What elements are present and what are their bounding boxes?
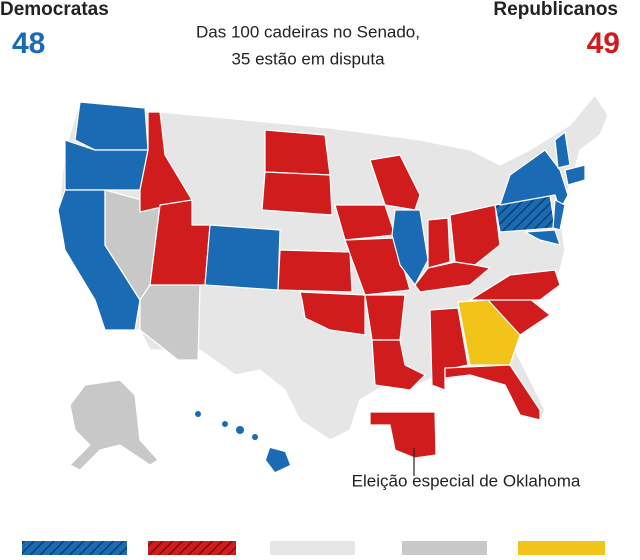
legend-swatch bbox=[148, 541, 236, 555]
subtitle: Das 100 cadeiras no Senado, bbox=[196, 22, 420, 41]
legend-swatch bbox=[270, 541, 355, 555]
hawaii bbox=[195, 411, 290, 472]
state bbox=[427, 217, 451, 269]
state bbox=[469, 269, 561, 301]
annotation: Eleição especial de Oklahoma bbox=[352, 471, 581, 490]
rep-seats: 49 bbox=[587, 27, 620, 60]
subtitle: 35 estão em disputa bbox=[231, 49, 385, 68]
state bbox=[344, 237, 411, 296]
legend-swatch bbox=[518, 541, 605, 555]
state bbox=[264, 129, 331, 176]
dem-seats: 48 bbox=[12, 27, 45, 60]
state bbox=[552, 199, 566, 231]
state bbox=[554, 131, 571, 169]
state bbox=[524, 229, 561, 246]
dem-label: Democratas bbox=[0, 0, 109, 20]
oklahoma-special bbox=[369, 411, 437, 459]
state bbox=[364, 294, 406, 341]
state bbox=[414, 261, 491, 293]
state bbox=[564, 164, 586, 186]
state bbox=[204, 224, 281, 291]
legend-swatch bbox=[22, 541, 127, 555]
state bbox=[444, 364, 541, 421]
state bbox=[369, 154, 421, 211]
state bbox=[261, 171, 333, 216]
alaska bbox=[69, 379, 159, 471]
legend-swatch bbox=[402, 541, 487, 555]
state bbox=[277, 249, 353, 293]
rep-label: Republicanos bbox=[493, 0, 618, 20]
state bbox=[74, 101, 149, 151]
state bbox=[499, 149, 569, 211]
state bbox=[371, 339, 426, 391]
states bbox=[57, 94, 609, 476]
legend bbox=[22, 541, 605, 555]
state bbox=[334, 204, 396, 241]
state bbox=[449, 204, 501, 266]
